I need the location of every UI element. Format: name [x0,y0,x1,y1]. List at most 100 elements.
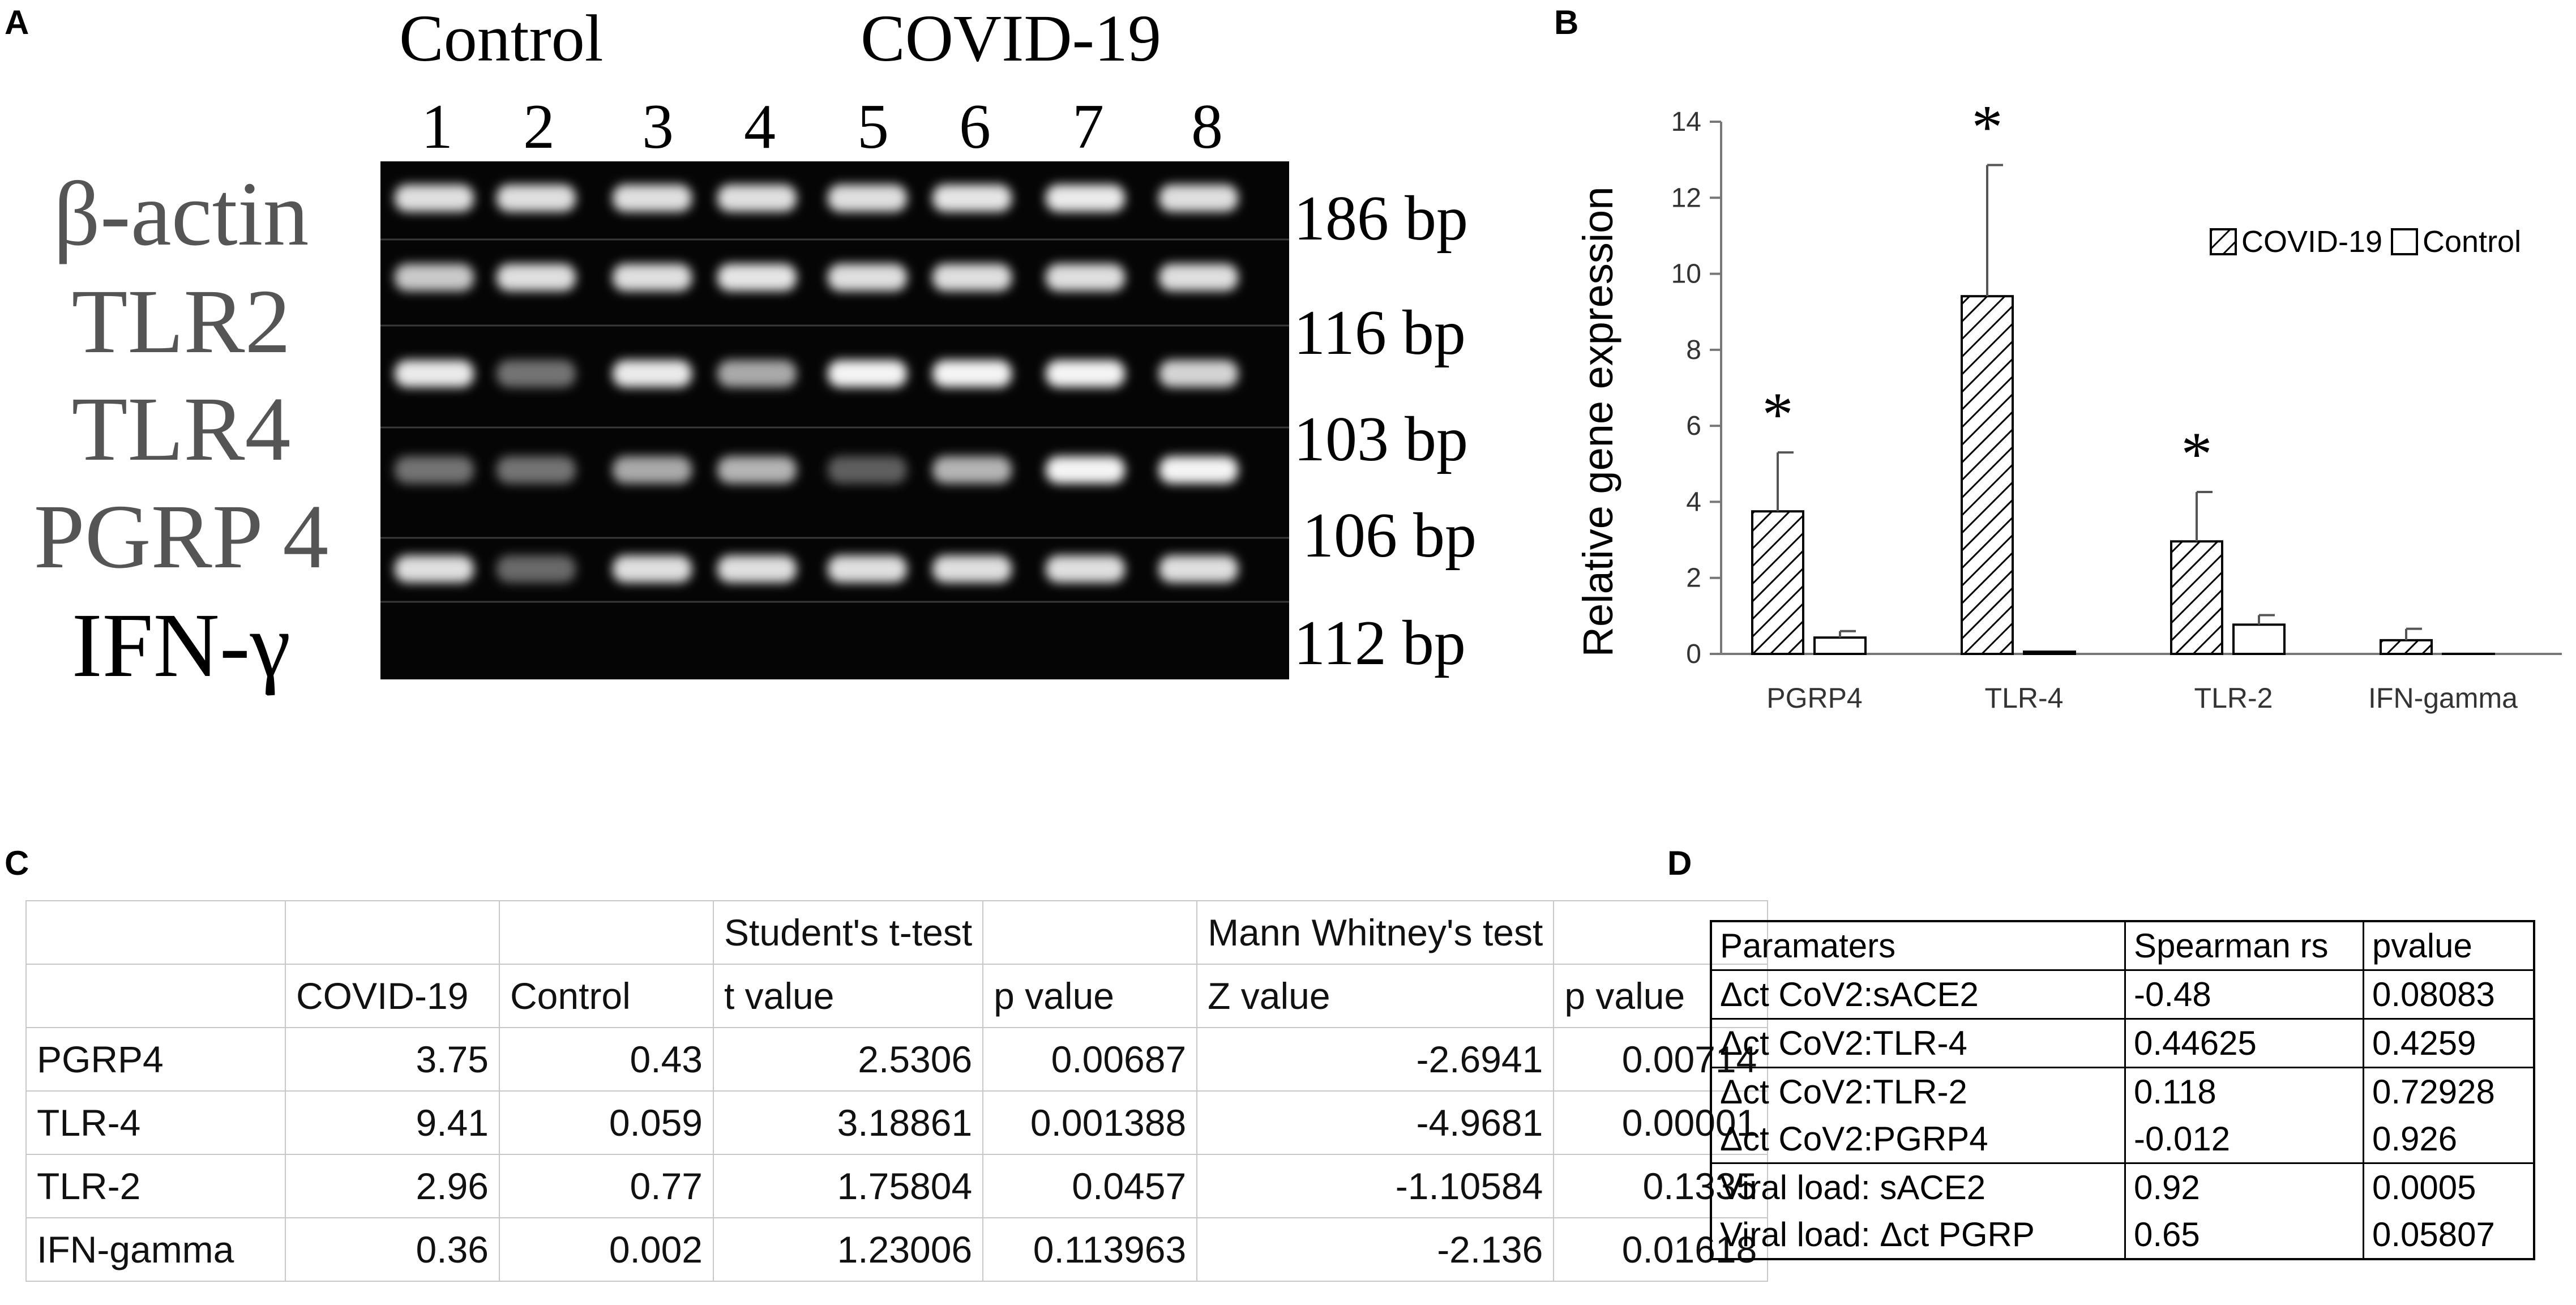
lane-number: 4 [744,92,776,162]
gel-band [395,185,474,212]
significance-marker: * [1972,93,2003,162]
table-cell: 0.92 [2124,1162,2364,1211]
table-cell: 2.96 [285,1154,500,1218]
x-tick-label: PGRP4 [1766,682,1863,714]
gel-band [828,456,907,484]
table-cell: Mann Whitney's test [1196,900,1555,965]
gel-band [932,185,1012,212]
table-cell [499,900,714,965]
gene-label-tlr2: TLR2 [71,271,291,373]
lane-number: 7 [1072,92,1104,162]
gel-band [932,360,1012,387]
x-tick-label: TLR-2 [2194,682,2273,714]
table-cell: 0.001388 [982,1090,1198,1155]
gel-band [1046,185,1125,212]
table-cell [25,964,286,1028]
bar-covid [2380,639,2433,655]
gel-band [613,264,692,291]
x-tick-label: TLR-4 [1985,682,2064,714]
table-cell: -0.012 [2124,1115,2364,1163]
table-cell: 0.113963 [982,1217,1198,1282]
table-cell: -2.6941 [1196,1027,1555,1092]
panel-label-b: B [1554,3,1579,41]
table-row: IFN-gamma 0.36 0.002 1.23006 0.113963 -2… [25,1217,1769,1282]
band-size-label: 186 bp [1294,183,1468,254]
y-tick-label: 10 [1671,259,1701,289]
table-cell: Δct CoV2:TLR-4 [1711,1018,2125,1068]
table-cell: Δct CoV2:TLR-2 [1711,1067,2125,1115]
bar-control [2232,623,2286,655]
table-header-row: Paramaters Spearman rs pvalue [1711,921,2534,970]
gel-band [828,264,907,291]
gel-band [497,185,576,212]
gel-band [613,185,692,212]
table-cell: Student's t-test [712,900,984,965]
gel-band [1159,264,1238,291]
table-cell: 0.0005 [2363,1162,2534,1211]
table-cell [25,900,286,965]
y-axis-title: Relative gene expression [1574,187,1621,657]
table-cell [285,900,500,965]
gel-band [1159,360,1238,387]
gel-band [395,456,474,484]
chart-legend: COVID-19 Control [2210,225,2521,259]
panel-label-d: D [1667,844,1692,882]
table-cell: 0.01618 [1553,1217,1769,1282]
lane-number: 3 [642,92,674,162]
correlation-table: Paramaters Spearman rs pvalue Δct CoV2:s… [1710,920,2535,1260]
gel-band [1159,456,1238,484]
gel-band [1046,456,1125,484]
significance-marker: * [2181,420,2213,489]
gel-band [1159,185,1238,212]
table-cell: 0.0457 [982,1154,1198,1218]
table-cell: 0.36 [285,1217,500,1282]
gel-band [613,360,692,387]
gel-band [1159,555,1238,583]
gel-group-covid-label: COVID-19 [861,1,1161,75]
gel-band [497,264,576,291]
table-cell: 3.18861 [712,1090,984,1155]
table-cell: -0.48 [2124,969,2364,1019]
table-cell: 0.00687 [982,1027,1198,1092]
statistics-table: Student's t-test Mann Whitney's test COV… [25,900,1769,1282]
gel-band [828,360,907,387]
y-tick-label: 2 [1686,563,1701,593]
table-cell: -2.136 [1196,1217,1555,1282]
panel-label-a: A [5,3,29,41]
table-cell: 0.059 [499,1090,714,1155]
table-cell: 1.75804 [712,1154,984,1218]
gel-band [497,555,576,583]
table-cell: -4.9681 [1196,1090,1555,1155]
table-cell: TLR-4 [25,1090,286,1155]
table-cell: Control [499,964,714,1028]
table-cell: Δct CoV2:PGRP4 [1720,1120,1988,1158]
significance-marker: * [1762,380,1794,449]
table-cell: 0.08083 [2363,969,2534,1019]
gel-image [380,161,1289,679]
lane-number: 8 [1191,92,1223,162]
bar-control [2023,651,2076,656]
gel-band [828,555,907,583]
table-cell [982,900,1198,965]
table-header-row: COVID-19 Control t value p value Z value… [25,964,1769,1028]
table-cell: 0.926 [2363,1115,2534,1163]
table-cell: IFN-gamma [25,1217,286,1282]
y-tick-label: 0 [1686,639,1701,669]
table-cell: PGRP4 [25,1027,286,1092]
lane-number: 5 [857,92,889,162]
gel-band [932,456,1012,484]
table-cell: TLR-2 [25,1154,286,1218]
table-cell: Z value [1196,964,1555,1028]
table-cell: Paramaters [1720,927,1896,965]
table-cell: 9.41 [285,1090,500,1155]
gene-label-tlr4: TLR4 [71,379,291,480]
table-cell: 0.65 [2124,1211,2364,1259]
gel-band [613,555,692,583]
band-size-label: 116 bp [1294,298,1466,368]
table-cell: 1.23006 [712,1217,984,1282]
table-cell: Viral load: Δct PGRP [1720,1216,2035,1253]
lane-number: 6 [959,92,991,162]
lane-number: 1 [421,92,453,162]
y-tick-label: 6 [1686,411,1701,441]
table-cell: 0.77 [499,1154,714,1218]
